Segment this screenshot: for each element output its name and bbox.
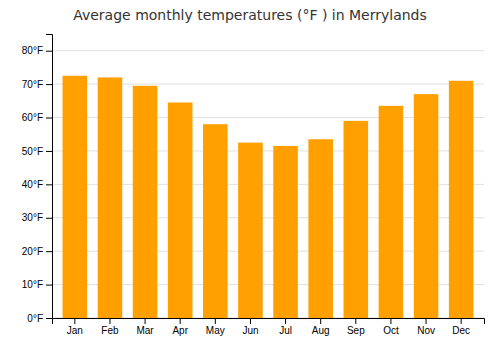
x-tick-label: Jun [242, 325, 258, 336]
x-tick: Jul [279, 318, 292, 336]
chart: Jan Feb Mar Apr May Jun Jul Aug Sep Oct Nov Dec 0°F 1… [0, 0, 500, 350]
y-tick-label: 0°F [27, 313, 43, 324]
y-tick: 30°F [22, 212, 52, 223]
grid [52, 51, 484, 318]
x-tick-label: Oct [383, 325, 399, 336]
x-tick: May [206, 318, 225, 336]
y-axis: 0°F 10°F 20°F 30°F 40°F 50°F 60°F 70°F 80°F [22, 35, 53, 324]
x-tick: Aug [312, 318, 330, 336]
bar [414, 94, 439, 318]
y-tick-label: 30°F [22, 212, 43, 223]
x-tick-mark [461, 318, 462, 324]
x-tick-mark [215, 318, 216, 324]
x-tick-mark [285, 318, 286, 324]
y-tick-mark [46, 151, 52, 152]
y-tick-label: 60°F [22, 112, 43, 123]
x-tick: Oct [383, 318, 399, 336]
x-tick-label: Sep [347, 325, 365, 336]
y-tick-mark [46, 51, 52, 52]
x-tick: Sep [347, 318, 365, 336]
y-tick-mark [46, 118, 52, 119]
y-tick-label: 50°F [22, 146, 43, 157]
x-tick-mark [74, 318, 75, 324]
x-tick-label: Aug [312, 325, 330, 336]
x-tick-label: Feb [101, 325, 119, 336]
bar [133, 86, 158, 318]
y-tick-label: 80°F [22, 45, 43, 56]
bar [379, 106, 404, 318]
x-tick-mark [180, 318, 181, 324]
x-tick-mark [145, 318, 146, 324]
y-tick-mark [46, 218, 52, 219]
x-tick-label: Apr [172, 325, 188, 336]
y-tick-label: 20°F [22, 246, 43, 257]
x-tick-label: Jan [67, 325, 83, 336]
x-tick-mark [390, 318, 391, 324]
bar [273, 146, 298, 318]
y-axis-line [46, 35, 53, 319]
y-tick-label: 40°F [22, 179, 43, 190]
y-tick-mark [46, 184, 52, 185]
x-tick: Nov [417, 318, 435, 336]
x-axis: Jan Feb Mar Apr May Jun Jul Aug Sep Oct Nov Dec [53, 318, 485, 336]
y-tick: 60°F [22, 112, 52, 123]
bar [203, 124, 228, 318]
bar [98, 77, 123, 318]
x-tick: Apr [172, 318, 188, 336]
x-tick-mark [355, 318, 356, 324]
x-tick-mark [320, 318, 321, 324]
y-tick-mark [46, 285, 52, 286]
y-tick-label: 10°F [22, 279, 43, 290]
y-tick-label: 70°F [22, 79, 43, 90]
title: Average monthly temperatures (°F ) in Me… [73, 7, 427, 23]
bar [449, 81, 474, 318]
bar [344, 121, 369, 318]
x-tick-label: Jul [279, 325, 292, 336]
x-tick: Jan [67, 318, 83, 336]
x-tick-label: Nov [417, 325, 435, 336]
bars [63, 76, 474, 318]
y-tick-mark [46, 251, 52, 252]
x-tick-mark [109, 318, 110, 324]
y-tick: 40°F [22, 179, 52, 190]
bar [308, 139, 333, 318]
bar [238, 143, 263, 318]
x-tick-label: Dec [452, 325, 470, 336]
y-tick: 0°F [27, 313, 52, 324]
x-tick-label: May [206, 325, 225, 336]
y-tick-mark [46, 84, 52, 85]
y-tick: 80°F [22, 45, 52, 56]
x-tick: Feb [101, 318, 119, 336]
x-axis-line [53, 319, 485, 325]
y-tick: 70°F [22, 79, 52, 90]
y-tick: 20°F [22, 246, 52, 257]
y-tick: 50°F [22, 146, 52, 157]
x-tick: Jun [242, 318, 258, 336]
grid-line [52, 50, 484, 51]
x-tick: Dec [452, 318, 470, 336]
bar [63, 76, 88, 318]
plot: Jan Feb Mar Apr May Jun Jul Aug Sep Oct Nov Dec 0°F 1… [22, 35, 485, 337]
x-tick-label: Mar [136, 325, 154, 336]
y-tick: 10°F [22, 279, 52, 290]
bar [168, 102, 193, 318]
y-tick-mark [46, 318, 52, 319]
x-tick-mark [250, 318, 251, 324]
x-tick: Mar [136, 318, 154, 336]
x-tick-mark [426, 318, 427, 324]
